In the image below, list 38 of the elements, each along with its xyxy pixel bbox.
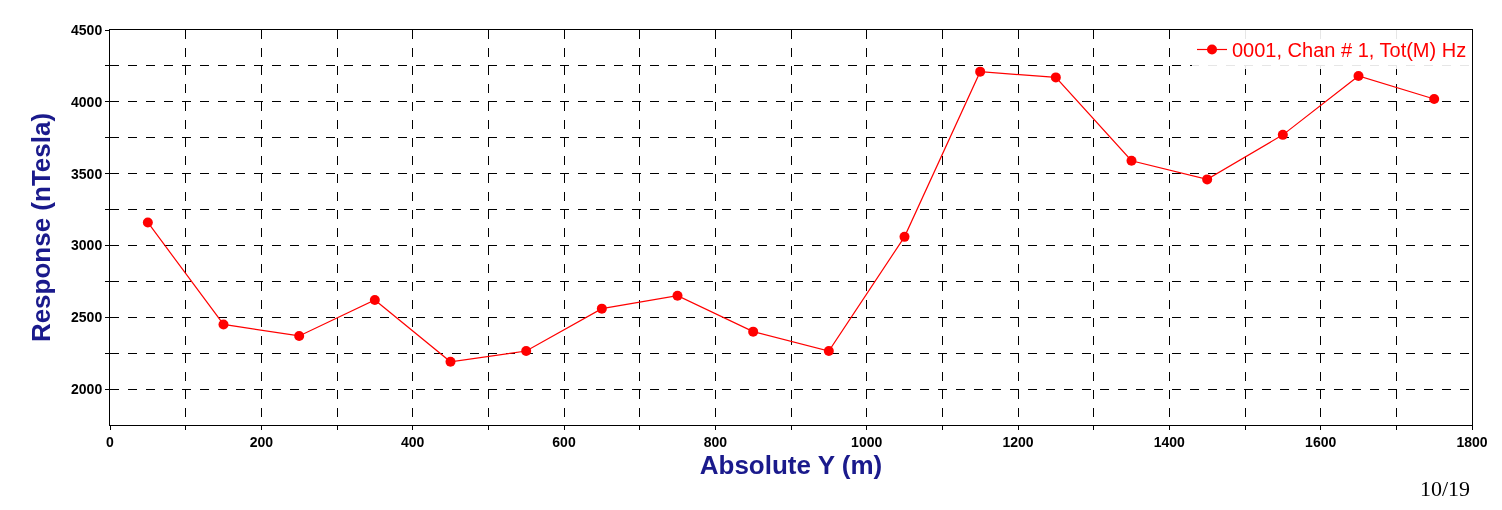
point	[369, 295, 380, 306]
point	[1429, 93, 1440, 104]
x-tick-label: 1800	[1456, 433, 1488, 450]
y-tick-label: 3500	[71, 165, 103, 182]
point	[445, 356, 456, 367]
y-tick-label: 4000	[71, 93, 103, 110]
x-tick-label: 1400	[1153, 433, 1186, 450]
point	[899, 231, 910, 242]
x-tick-label: 1200	[1002, 433, 1034, 450]
y-tick-label: 4500	[71, 21, 103, 38]
x-tick-label: 200	[249, 433, 274, 450]
y-tick-label: 2500	[71, 309, 103, 326]
point	[142, 217, 153, 228]
point	[975, 66, 986, 77]
legend-label: 0001, Chan # 1, Tot(M) Hz	[1232, 39, 1467, 62]
x-tick-label: 400	[400, 433, 425, 450]
point	[823, 346, 834, 357]
point	[1202, 174, 1213, 185]
x-tick-label: 1600	[1305, 433, 1337, 450]
x-tick-label: 1000	[851, 433, 883, 450]
point	[1353, 70, 1364, 81]
y-tick-label: 3000	[71, 237, 103, 254]
x-tick-label: 600	[552, 433, 576, 450]
x-axis-title: Absolute Y (m)	[699, 449, 883, 480]
point	[1126, 155, 1137, 166]
y-axis-title: Response (nTesla)	[26, 112, 57, 343]
point	[672, 290, 683, 301]
point	[294, 330, 305, 341]
x-tick-label: 0	[106, 433, 115, 450]
point	[596, 303, 607, 314]
point	[1050, 72, 1061, 83]
text: 10/19	[1420, 476, 1471, 501]
point	[521, 346, 532, 357]
point	[1277, 129, 1288, 140]
point	[218, 319, 229, 330]
y-tick-label: 2000	[71, 380, 103, 397]
x-tick-label: 800	[703, 433, 728, 450]
point	[748, 326, 759, 337]
